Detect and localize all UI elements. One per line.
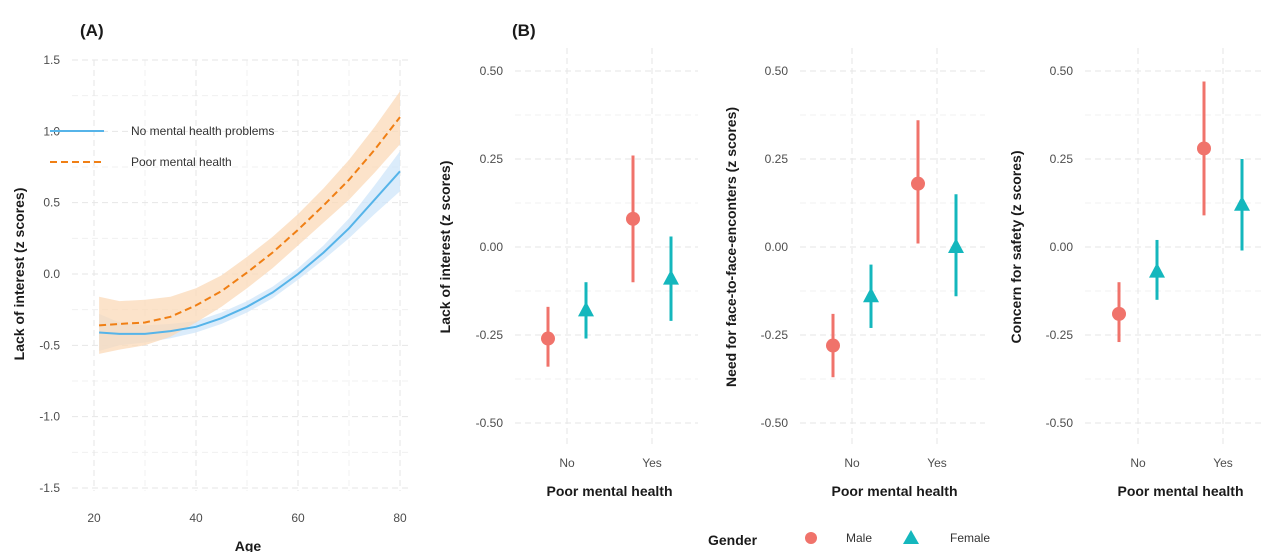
male-point — [911, 176, 925, 191]
male-legend-label: Male — [846, 531, 872, 545]
gender-legend-title: Gender — [708, 532, 758, 548]
panel-a-line-chart: 20 40 60 80-1.5-1.0-0.50.00.51.01.5AgeLack … — [11, 53, 412, 552]
y-tick-label: 0.25 — [1050, 152, 1074, 166]
y-tick-label: -1.0 — [39, 410, 60, 424]
female-point — [948, 238, 964, 253]
x-axis-title: Age — [235, 538, 262, 552]
male-point — [626, 211, 640, 226]
y-axis-title: Concern for safety (z scores) — [1008, 151, 1024, 344]
panel-a-tag: (A) — [80, 21, 104, 40]
y-tick-label: 0.00 — [480, 240, 504, 254]
ci-band-1 — [99, 91, 400, 354]
x-tick-label: Yes — [642, 456, 662, 470]
y-tick-label: -0.25 — [1046, 328, 1074, 342]
x-tick-label: Yes — [927, 456, 947, 470]
legend-label-0: No mental health problems — [131, 124, 274, 138]
female-legend-marker — [903, 530, 919, 544]
female-point — [863, 287, 879, 303]
female-legend-label: Female — [950, 531, 990, 545]
female-point — [578, 301, 594, 317]
male-point — [1112, 306, 1126, 321]
female-point — [663, 269, 679, 285]
female-point — [1234, 195, 1250, 211]
female-point — [1149, 262, 1165, 278]
y-tick-label: -0.5 — [39, 338, 60, 352]
y-tick-label: -0.50 — [476, 416, 504, 430]
y-axis-title: Lack of interest (z scores) — [437, 161, 453, 334]
series-line-1 — [99, 116, 401, 327]
male-point — [541, 331, 555, 346]
x-tick-label: 80 — [393, 511, 407, 525]
male-point — [826, 338, 840, 353]
y-tick-label: -0.50 — [761, 416, 789, 430]
panel-b-lack-of-interest: -0.50 -0.25 0.00 0.25 0.50 No Yes Poor mental h… — [437, 48, 698, 499]
y-tick-label: 0.50 — [1050, 64, 1074, 78]
y-tick-label: 0.0 — [43, 267, 60, 281]
y-tick-label: 0.5 — [43, 196, 60, 210]
y-tick-label: -0.25 — [761, 328, 789, 342]
x-tick-label: No — [1130, 456, 1146, 470]
x-axis-title: Poor mental health — [1117, 483, 1243, 499]
gender-legend: Gender Male Female — [708, 530, 990, 548]
y-tick-label: 0.25 — [765, 152, 789, 166]
y-tick-label: 0.25 — [480, 152, 504, 166]
y-tick-label: 0.50 — [480, 64, 504, 78]
y-axis-title: Need for face-to-face-enconters (z score… — [723, 107, 739, 387]
x-axis-title: Poor mental health — [831, 483, 957, 499]
y-tick-label: 0.50 — [765, 64, 789, 78]
x-tick-label: 40 — [189, 511, 203, 525]
male-legend-marker — [805, 532, 817, 544]
y-tick-label: -0.25 — [476, 328, 504, 342]
x-tick-label: No — [559, 456, 575, 470]
legend-label-1: Poor mental health — [131, 155, 232, 169]
panel-b-tag: (B) — [512, 21, 536, 40]
x-tick-label: No — [844, 456, 860, 470]
panel-b-concern-for-safety: -0.50 -0.25 0.00 0.25 0.50 No Yes Poor mental h… — [1008, 48, 1262, 499]
y-tick-label: 0.00 — [765, 240, 789, 254]
y-tick-label: 0.00 — [1050, 240, 1074, 254]
panel-b-face-to-face: -0.50 -0.25 0.00 0.25 0.50 No Yes Poor mental h… — [723, 48, 985, 499]
x-axis-title: Poor mental health — [546, 483, 672, 499]
y-tick-label: 1.5 — [43, 53, 60, 67]
y-axis-title: Lack of interest (z scores) — [11, 188, 27, 361]
x-tick-label: Yes — [1213, 456, 1233, 470]
series-line-0 — [99, 170, 401, 335]
y-tick-label: -0.50 — [1046, 416, 1074, 430]
x-tick-label: 60 — [291, 511, 305, 525]
male-point — [1197, 141, 1211, 156]
y-tick-label: -1.5 — [39, 481, 60, 495]
x-tick-label: 20 — [87, 511, 101, 525]
